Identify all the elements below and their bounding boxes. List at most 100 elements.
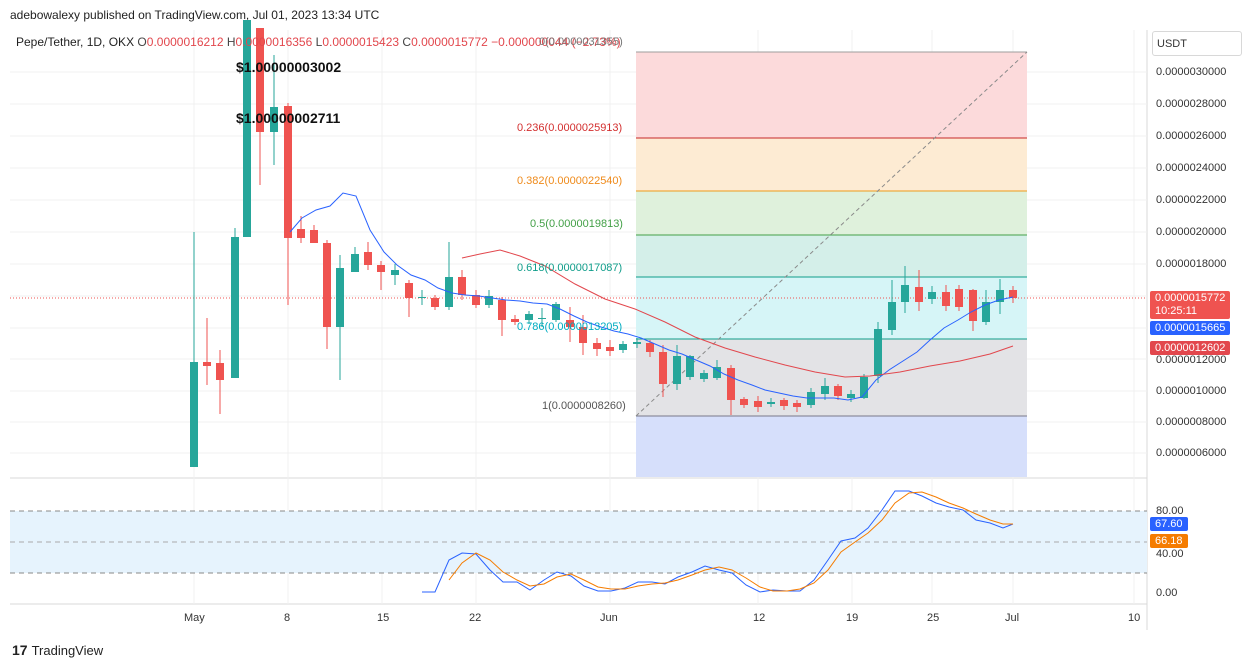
brand-name: TradingView xyxy=(31,642,104,658)
symbol-name: Pepe/Tether, 1D, OKX xyxy=(16,35,135,49)
fib-level-label: 0.236(0.0000025913) xyxy=(517,122,623,134)
oscillator-axis-label: 40.00 xyxy=(1156,548,1184,560)
fib-level-label: 0.382(0.0000022540) xyxy=(517,175,623,187)
candle-body-30 xyxy=(593,343,601,349)
high-value: 0.0000016356 xyxy=(235,35,313,49)
tradingview-logo[interactable]: 17 TradingView xyxy=(12,642,103,658)
fib-retracement xyxy=(10,51,1147,477)
ma-slow-tag: 0.0000012602 xyxy=(1150,341,1231,355)
candle-body-10 xyxy=(323,243,331,327)
price-axis-label: 0.0000030000 xyxy=(1156,66,1227,78)
candle-body-16 xyxy=(405,283,413,298)
price-axis-label: 0.0000026000 xyxy=(1156,130,1227,142)
oscillator-pane xyxy=(10,490,1147,593)
candle-body-17 xyxy=(418,297,426,298)
candle-body-43 xyxy=(767,402,775,404)
last-price-tag: 0.0000015772 10:25:11 xyxy=(1150,291,1231,319)
time-axis-label: 25 xyxy=(927,612,940,624)
fib-zone-6 xyxy=(636,416,1027,477)
countdown-value: 10:25:11 xyxy=(1155,305,1198,317)
fib-zone-0 xyxy=(636,52,1027,138)
candle-body-42 xyxy=(754,401,762,407)
fib-level-label: 0(0.0000031355) xyxy=(539,36,623,48)
fib-zone-1 xyxy=(636,138,1027,191)
price-bubble-1: $1.00000003002 xyxy=(236,59,342,75)
oscillator-axis-label: 0.00 xyxy=(1156,587,1178,599)
candle-body-54 xyxy=(915,287,923,302)
candle-body-37 xyxy=(686,356,694,377)
candle-body-26 xyxy=(538,318,546,319)
close-value: 0.0000015772 xyxy=(411,35,488,49)
candle-body-21 xyxy=(472,295,480,305)
fib-level-label: 0.618(0.0000017087) xyxy=(517,262,623,274)
fib-zone-5 xyxy=(636,339,1027,416)
tradingview-icon: 17 xyxy=(12,642,28,658)
fib-trend-line xyxy=(635,51,1028,417)
price-axis-label: 0.0000020000 xyxy=(1156,226,1227,238)
fib-zone-2 xyxy=(636,191,1027,235)
time-axis-label: 12 xyxy=(753,612,766,624)
candle-body-61 xyxy=(1009,290,1017,298)
high-label: H xyxy=(226,35,236,49)
ma-fast-tag: 0.0000015665 xyxy=(1150,321,1231,335)
time-axis-label: 10 xyxy=(1128,612,1141,624)
time-axis-label: 22 xyxy=(469,612,482,624)
fib-level-label: 0.5(0.0000019813) xyxy=(530,218,623,230)
fib-zone-3 xyxy=(636,235,1027,277)
candle-body-50 xyxy=(860,377,868,398)
candle-body-33 xyxy=(633,342,641,344)
candle-body-2 xyxy=(216,363,224,380)
candle-body-35 xyxy=(659,352,667,384)
candle-body-12 xyxy=(351,254,359,272)
candle-body-39 xyxy=(713,367,721,378)
candle-body-31 xyxy=(606,347,614,351)
candle-body-0 xyxy=(190,362,198,467)
price-axis-label: 0.0000024000 xyxy=(1156,162,1227,174)
currency-button[interactable]: USDT xyxy=(1152,31,1242,56)
candle-body-47 xyxy=(821,386,829,394)
candle-body-7 xyxy=(284,106,292,238)
change-value: −0.000000044 (−2.73%) xyxy=(491,35,621,49)
open-value: 0.0000016212 xyxy=(146,35,224,49)
time-axis-label: 15 xyxy=(377,612,390,624)
candle-body-56 xyxy=(942,292,950,306)
candle-body-8 xyxy=(297,229,305,238)
candle-body-44 xyxy=(780,400,788,406)
candle-body-9 xyxy=(310,230,318,243)
candle-body-45 xyxy=(793,403,801,407)
candle-body-53 xyxy=(901,285,909,302)
last-price-value: 0.0000015772 xyxy=(1155,292,1226,304)
close-label: C xyxy=(402,35,412,49)
price-axis-label: 0.0000006000 xyxy=(1156,447,1227,459)
time-axis-label: Jul xyxy=(1005,612,1020,624)
stoch-k-tag: 67.60 xyxy=(1150,517,1188,531)
candle-body-14 xyxy=(377,265,385,272)
fib-zone-4 xyxy=(636,277,1027,339)
candle-body-49 xyxy=(847,394,855,398)
oscillator-axis-label: 80.00 xyxy=(1156,505,1184,517)
candle-body-13 xyxy=(364,252,372,265)
candle-body-20 xyxy=(458,277,466,295)
candle-body-48 xyxy=(834,386,842,396)
symbol-legend[interactable]: Pepe/Tether, 1D, OKX O0.0000016212 H0.00… xyxy=(16,35,621,49)
candle-body-23 xyxy=(498,300,506,320)
stoch-d-tag: 66.18 xyxy=(1150,534,1188,548)
ma-fast-line xyxy=(289,192,1014,401)
moving-averages xyxy=(289,192,1014,401)
candle-body-18 xyxy=(431,298,439,307)
time-axis-label: 19 xyxy=(846,612,859,624)
candle-body-57 xyxy=(955,289,963,307)
price-axis-label: 0.0000010000 xyxy=(1156,385,1227,397)
price-bubble-2: $1.00000002711 xyxy=(236,110,341,126)
low-label: L xyxy=(315,35,323,49)
candle-body-5 xyxy=(256,28,264,132)
candle-body-34 xyxy=(646,343,654,352)
candle-body-41 xyxy=(740,399,748,405)
stoch-d-line xyxy=(448,491,1013,592)
candle-body-15 xyxy=(391,270,399,275)
time-axis-label: May xyxy=(184,612,205,624)
candle-body-29 xyxy=(579,327,587,343)
time-axis-label: 8 xyxy=(284,612,291,624)
price-axis-label: 0.0000012000 xyxy=(1156,354,1227,366)
